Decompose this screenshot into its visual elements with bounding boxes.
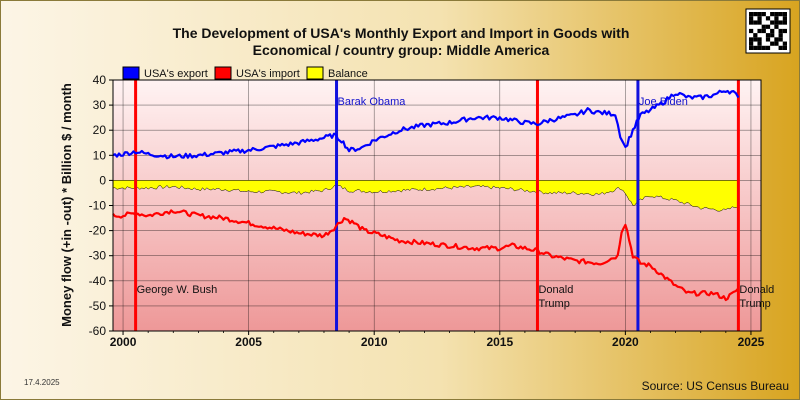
qr-cell — [749, 20, 754, 25]
series-line — [112, 89, 740, 160]
x-tick-label: 2020 — [612, 335, 639, 349]
qr-cell — [753, 20, 758, 25]
event-label: George W. Bush — [137, 284, 218, 296]
qr-cell — [761, 28, 766, 34]
x-tick-label: 2015 — [486, 335, 513, 349]
qr-cell — [778, 12, 783, 17]
qr-cell — [765, 33, 771, 38]
qr-cell — [753, 12, 758, 17]
qr-cell — [757, 12, 762, 17]
qr-cell — [765, 45, 771, 50]
qr-cell — [765, 24, 771, 29]
y-tick-label: 40 — [93, 73, 107, 87]
qr-cell — [778, 20, 783, 25]
qr-cell — [770, 20, 775, 25]
x-tick-label: 2010 — [361, 335, 388, 349]
qr-cell — [774, 37, 779, 42]
qr-cell — [749, 16, 754, 21]
source-credit: Source: US Census Bureau — [642, 379, 789, 393]
qr-cell — [749, 41, 754, 46]
series-line — [112, 209, 740, 302]
y-tick-label: -10 — [89, 199, 107, 213]
qr-cell — [757, 28, 762, 34]
qr-cell — [761, 45, 766, 50]
y-tick-label: 20 — [93, 123, 107, 137]
event-label: Trump — [538, 298, 569, 310]
series-lines — [112, 89, 740, 302]
y-tick-label: -20 — [89, 224, 107, 238]
x-tick-label: 2000 — [110, 335, 137, 349]
qr-cell — [774, 16, 779, 21]
y-tick-label: -50 — [89, 299, 107, 313]
legend-label: USA's import — [236, 68, 300, 80]
x-tick-label: 2005 — [235, 335, 262, 349]
y-tick-label: -60 — [89, 324, 107, 338]
event-label: Donald — [739, 284, 774, 296]
x-tick-label: 2025 — [738, 335, 765, 349]
legend-swatch — [214, 66, 232, 80]
qr-cell — [749, 28, 754, 34]
qr-cell — [782, 12, 787, 17]
y-tick-label: -40 — [89, 274, 107, 288]
legend-swatch — [122, 66, 140, 80]
legend-label: Balance — [328, 68, 368, 80]
chart-title: The Development of USA's Monthly Export … — [173, 25, 630, 41]
qr-cell — [749, 37, 754, 42]
qr-cell — [765, 37, 771, 42]
qr-cell — [757, 16, 762, 21]
qr-cell — [774, 24, 779, 29]
qr-cell — [753, 45, 758, 50]
y-tick-label: -30 — [89, 249, 107, 263]
qr-cell — [782, 45, 787, 50]
event-label: Joe Biden — [639, 96, 688, 108]
qr-cell — [770, 28, 775, 34]
qr-cell — [757, 20, 762, 25]
qr-cell — [774, 20, 779, 25]
qr-cell — [757, 45, 762, 50]
y-axis: 40 30 20 10 0 -10 -20 -30 -40 -50 -60 — [89, 73, 113, 338]
qr-cell — [782, 20, 787, 25]
event-label: Donald — [538, 284, 573, 296]
event-label: Trump — [739, 298, 770, 310]
qr-cell — [770, 33, 775, 38]
legend-swatch — [306, 66, 324, 80]
qr-cell — [757, 41, 762, 46]
y-tick-label: 10 — [93, 148, 107, 162]
qr-cell — [782, 28, 787, 34]
qr-cell — [753, 37, 758, 42]
qr-cell — [778, 45, 783, 50]
qr-cell — [778, 33, 783, 38]
y-tick-label: 0 — [99, 173, 106, 187]
qr-cell — [757, 37, 762, 42]
qr-cell — [749, 12, 754, 17]
qr-code-pattern — [749, 12, 787, 50]
y-axis-label: Money flow (+in -out) * Billion $ / mont… — [59, 83, 74, 327]
qr-cell — [778, 37, 783, 42]
date-stamp: 17.4.2025 — [24, 378, 60, 387]
qr-cell — [749, 45, 754, 50]
event-label: Barak Obama — [338, 96, 407, 108]
qr-cell — [761, 24, 766, 29]
x-axis: 2000 2005 2010 2015 2020 2025 — [110, 331, 765, 349]
qr-cell — [774, 12, 779, 17]
chart-subtitle: Economical / country group: Middle Ameri… — [253, 42, 550, 58]
qr-cell — [765, 16, 771, 21]
qr-cell — [770, 41, 775, 46]
y-tick-label: 30 — [93, 98, 107, 112]
qr-cell — [770, 12, 775, 17]
qr-cell — [782, 16, 787, 21]
qr-cell — [753, 33, 758, 38]
qr-cell — [778, 28, 783, 34]
qr-cell — [774, 41, 779, 46]
legend: USA's export USA's import Balance — [122, 66, 368, 80]
qr-cell — [782, 41, 787, 46]
qr-cell — [761, 12, 766, 17]
legend-label: USA's export — [144, 68, 208, 80]
